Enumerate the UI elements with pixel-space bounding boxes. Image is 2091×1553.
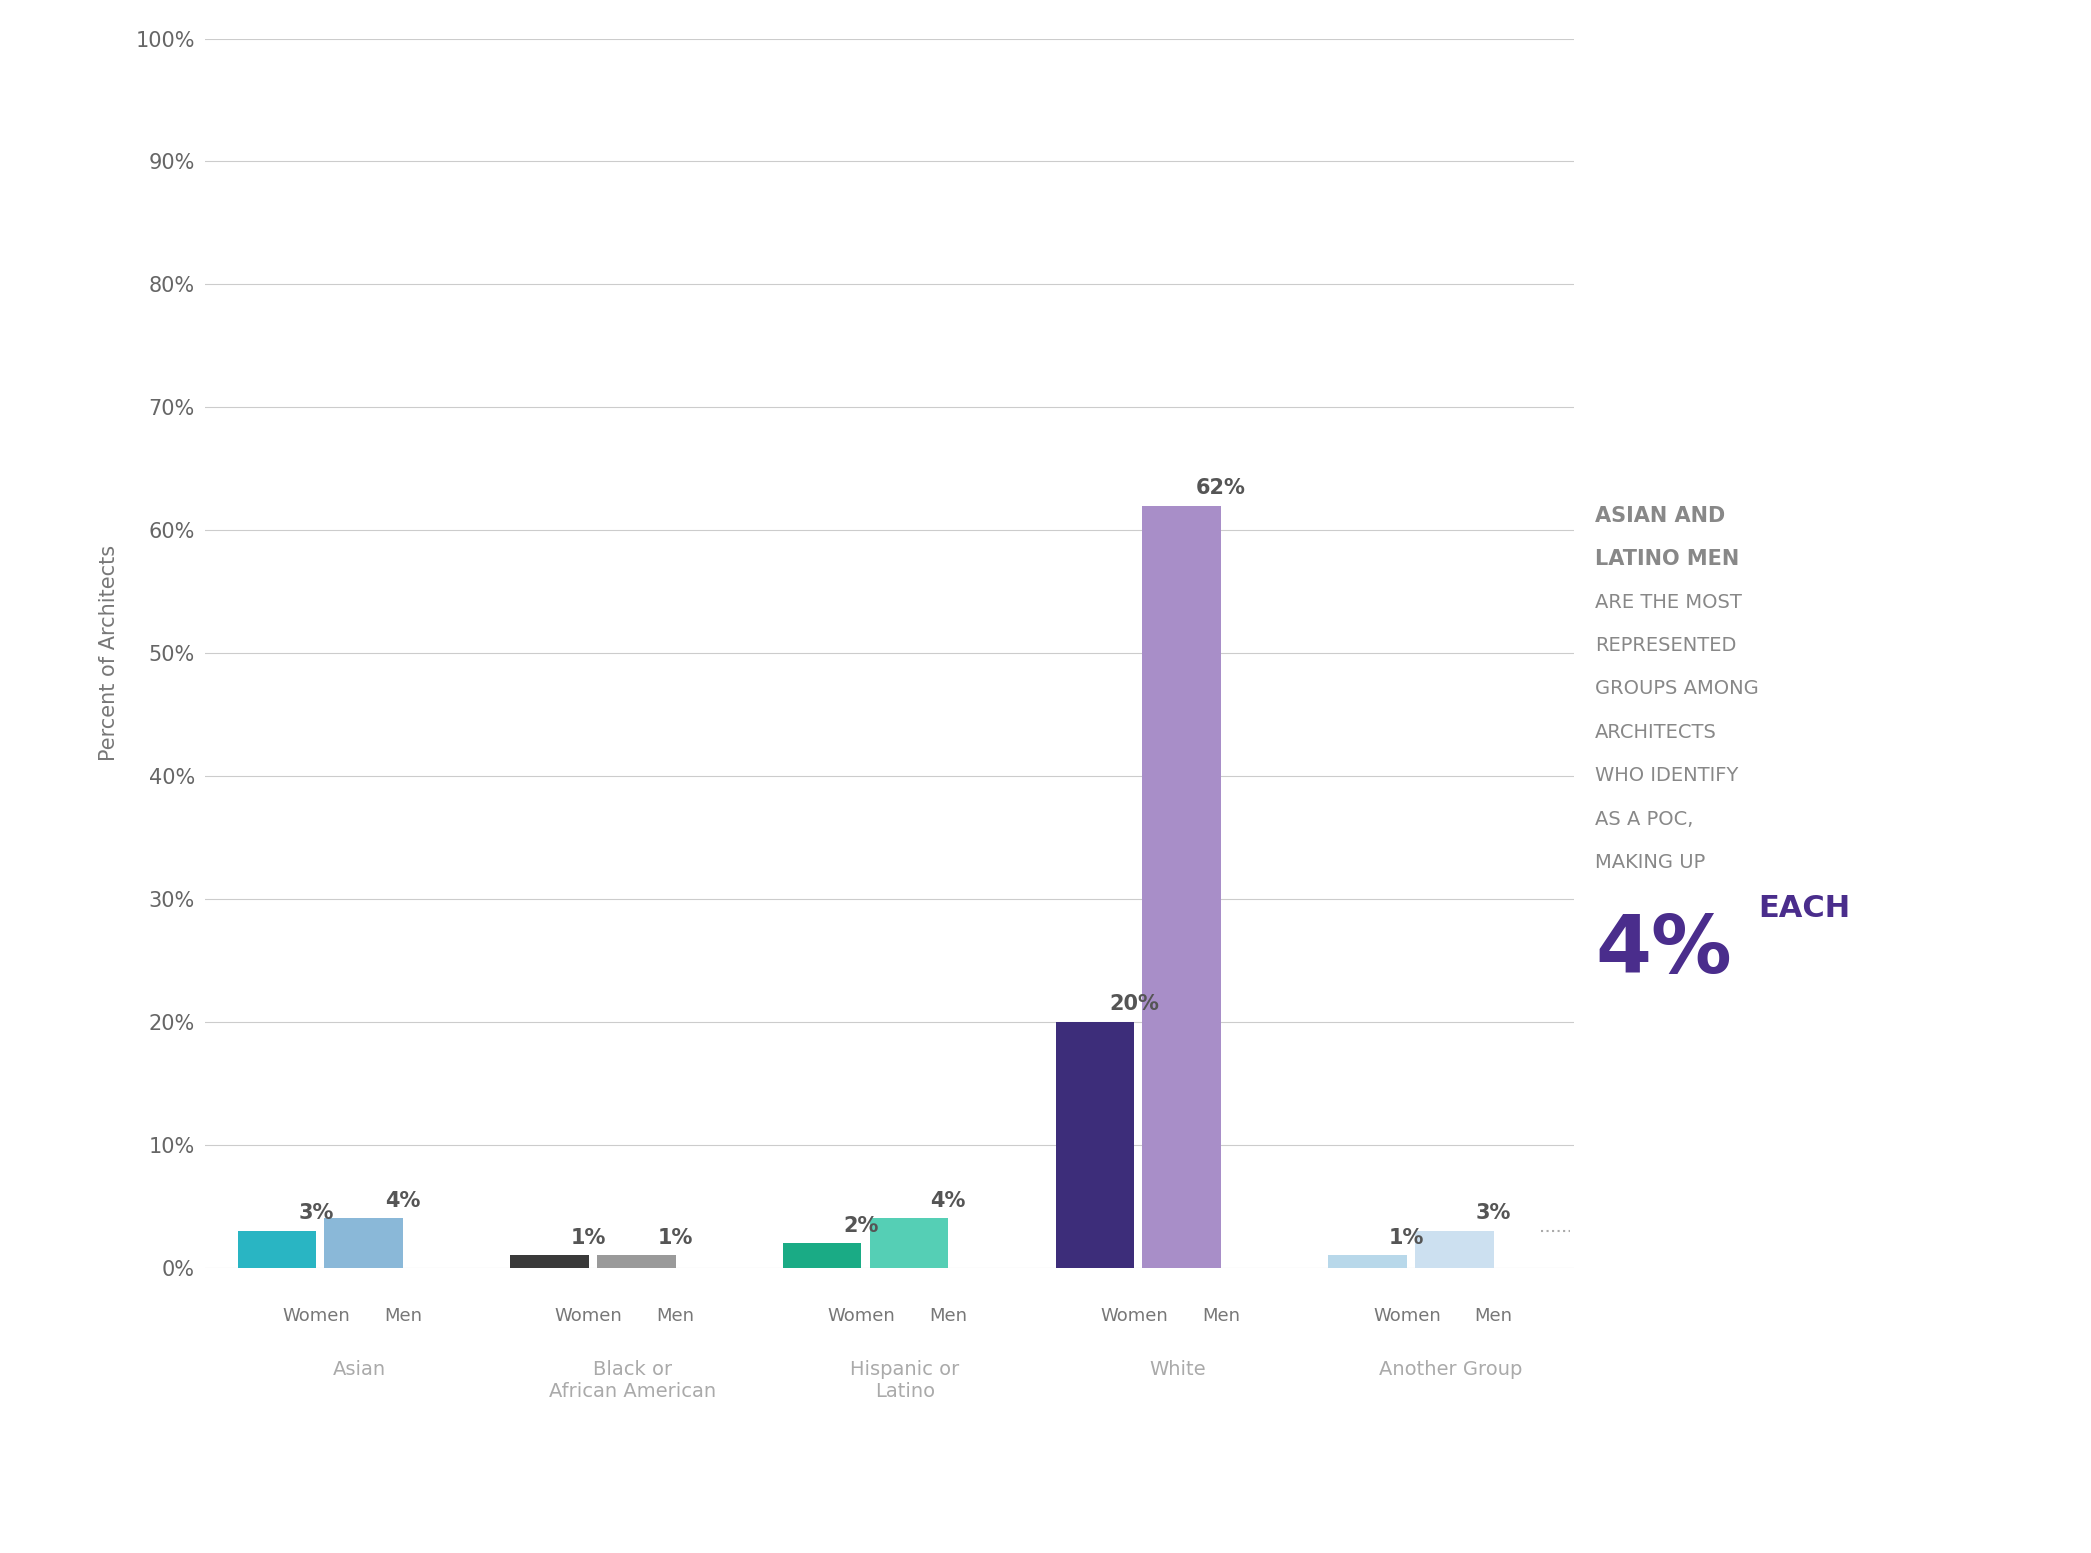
Text: 4%: 4% <box>930 1191 966 1211</box>
Bar <box>1056 1022 1133 1267</box>
Text: Black or
African American: Black or African American <box>548 1360 715 1401</box>
Text: 2%: 2% <box>845 1216 878 1236</box>
Bar <box>782 1242 861 1267</box>
Text: Men: Men <box>657 1308 694 1325</box>
Bar <box>238 1230 316 1267</box>
Text: LATINO MEN: LATINO MEN <box>1595 550 1740 568</box>
Text: Another Group: Another Group <box>1378 1360 1522 1379</box>
Y-axis label: Percent of Architects: Percent of Architects <box>98 545 119 761</box>
Bar <box>324 1219 404 1267</box>
Text: WHO IDENTIFY: WHO IDENTIFY <box>1595 767 1738 786</box>
Text: Women: Women <box>554 1308 623 1325</box>
Text: ASIAN AND: ASIAN AND <box>1595 506 1725 525</box>
Text: EACH: EACH <box>1759 895 1851 922</box>
Text: 3%: 3% <box>299 1204 335 1224</box>
Text: ARE THE MOST: ARE THE MOST <box>1595 593 1742 612</box>
Text: Men: Men <box>1202 1308 1240 1325</box>
Text: Men: Men <box>1474 1308 1512 1325</box>
Text: Asian: Asian <box>332 1360 387 1379</box>
Text: 1%: 1% <box>1388 1228 1424 1249</box>
Text: 20%: 20% <box>1108 994 1158 1014</box>
Text: 1%: 1% <box>571 1228 606 1249</box>
Bar <box>510 1255 590 1267</box>
Text: Women: Women <box>1374 1308 1441 1325</box>
Text: Women: Women <box>828 1308 895 1325</box>
Text: ARCHITECTS: ARCHITECTS <box>1595 724 1717 742</box>
Text: MAKING UP: MAKING UP <box>1595 854 1706 873</box>
Text: Hispanic or
Latino: Hispanic or Latino <box>851 1360 960 1401</box>
Text: Men: Men <box>385 1308 422 1325</box>
Bar <box>1142 506 1221 1267</box>
Bar <box>870 1219 947 1267</box>
Text: REPRESENTED: REPRESENTED <box>1595 637 1736 655</box>
Text: Women: Women <box>282 1308 349 1325</box>
Text: Men: Men <box>928 1308 968 1325</box>
Text: 1%: 1% <box>659 1228 694 1249</box>
Text: White: White <box>1150 1360 1207 1379</box>
Text: 3%: 3% <box>1476 1204 1512 1224</box>
Bar <box>1328 1255 1407 1267</box>
Text: 4%: 4% <box>385 1191 420 1211</box>
Text: 62%: 62% <box>1196 478 1246 499</box>
Text: Women: Women <box>1100 1308 1169 1325</box>
Bar <box>1416 1230 1493 1267</box>
Text: AS A POC,: AS A POC, <box>1595 811 1694 829</box>
Text: 4%: 4% <box>1595 913 1731 991</box>
Bar <box>598 1255 675 1267</box>
Text: GROUPS AMONG: GROUPS AMONG <box>1595 680 1759 699</box>
